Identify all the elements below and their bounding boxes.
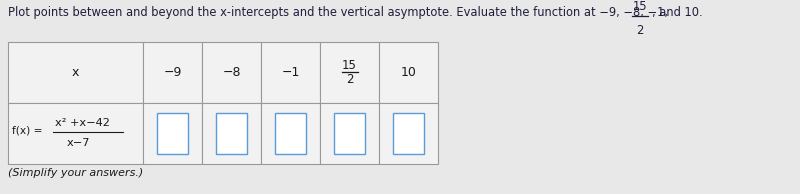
Bar bbox=[143, 103, 202, 164]
Text: , and 10.: , and 10. bbox=[652, 6, 702, 19]
Bar bbox=[379, 42, 438, 103]
Bar bbox=[379, 103, 438, 164]
Text: −1: −1 bbox=[282, 66, 300, 79]
Bar bbox=[202, 103, 261, 164]
Bar bbox=[216, 113, 247, 154]
Text: −9: −9 bbox=[163, 66, 182, 79]
Bar bbox=[261, 42, 320, 103]
Bar bbox=[202, 42, 261, 103]
Text: x² +x−42: x² +x−42 bbox=[55, 118, 110, 127]
Bar bbox=[320, 103, 379, 164]
Text: 10: 10 bbox=[401, 66, 417, 79]
Text: 15: 15 bbox=[342, 59, 357, 72]
Bar bbox=[275, 113, 306, 154]
Text: x−7: x−7 bbox=[67, 138, 90, 147]
Bar bbox=[157, 113, 188, 154]
Bar bbox=[8, 103, 143, 164]
Bar bbox=[143, 42, 202, 103]
Text: f(x) =: f(x) = bbox=[12, 126, 42, 135]
Bar bbox=[334, 113, 365, 154]
Text: 2: 2 bbox=[636, 24, 644, 37]
Bar bbox=[320, 42, 379, 103]
Text: 15: 15 bbox=[633, 0, 647, 13]
Text: 2: 2 bbox=[346, 73, 354, 86]
Text: (Simplify your answers.): (Simplify your answers.) bbox=[8, 168, 143, 178]
Text: x: x bbox=[72, 66, 79, 79]
Text: −8: −8 bbox=[222, 66, 241, 79]
Bar bbox=[8, 42, 143, 103]
Text: Plot points between and beyond the x-intercepts and the vertical asymptote. Eval: Plot points between and beyond the x-int… bbox=[8, 6, 672, 19]
Bar bbox=[261, 103, 320, 164]
Bar bbox=[393, 113, 424, 154]
